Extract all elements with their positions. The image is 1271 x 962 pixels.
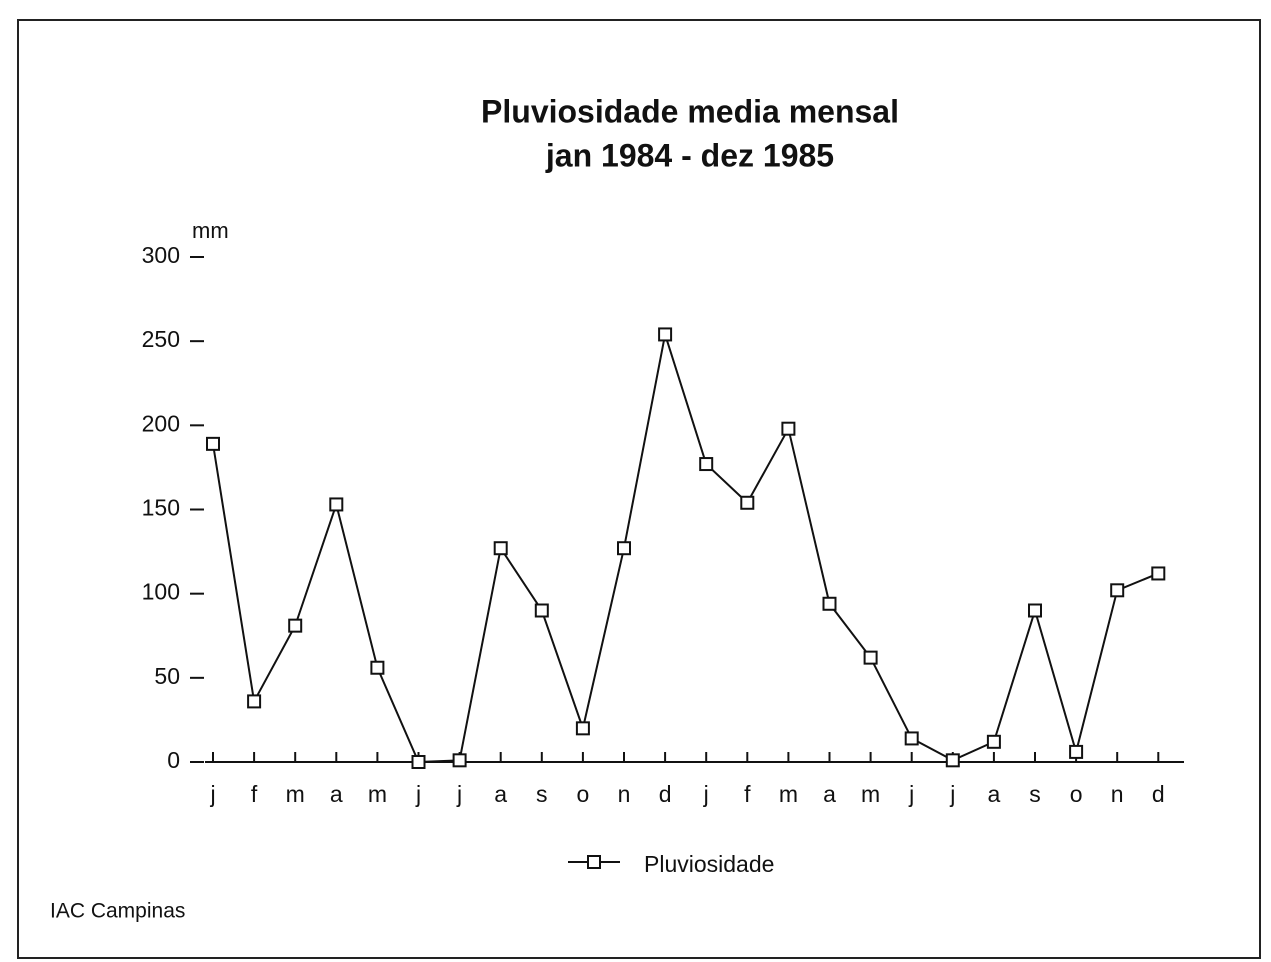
point bbox=[247, 694, 262, 709]
point bbox=[575, 721, 590, 736]
point bbox=[206, 436, 220, 451]
point bbox=[1028, 603, 1042, 618]
frame bbox=[17, 19, 1261, 959]
x-tick-label: a bbox=[330, 781, 343, 807]
point bbox=[822, 596, 837, 611]
point bbox=[534, 603, 549, 618]
line bbox=[212, 334, 1159, 764]
x-tick-label: m bbox=[779, 781, 798, 807]
point bbox=[370, 660, 385, 675]
x-tick-label: s bbox=[536, 781, 548, 807]
y-tick-label: 200 bbox=[142, 410, 180, 436]
x-tick-label: o bbox=[577, 781, 590, 807]
point bbox=[740, 495, 755, 510]
x-tick-label: f bbox=[251, 781, 258, 807]
x-tick-label: j bbox=[415, 781, 421, 807]
x-tick-label: j bbox=[949, 781, 955, 807]
legend-marker bbox=[587, 855, 601, 869]
y-tick-label: 250 bbox=[142, 326, 180, 352]
point bbox=[288, 618, 303, 633]
x-tick-label: a bbox=[988, 781, 1001, 807]
x-tick-label: m bbox=[861, 781, 880, 807]
x-tick-label: m bbox=[368, 781, 387, 807]
x-tick-label: d bbox=[1152, 781, 1165, 807]
y-tick-label: 150 bbox=[142, 495, 180, 521]
point bbox=[411, 755, 426, 769]
point bbox=[329, 497, 344, 512]
x-tick-label: d bbox=[659, 781, 672, 807]
point bbox=[945, 753, 960, 768]
x-tick-label: a bbox=[823, 781, 836, 807]
x-tick-label: f bbox=[744, 781, 751, 807]
x-tick-label: o bbox=[1070, 781, 1083, 807]
point bbox=[658, 327, 673, 342]
annotation: IAC Campinas bbox=[50, 900, 185, 923]
point bbox=[781, 421, 796, 436]
point bbox=[493, 541, 508, 556]
point bbox=[699, 457, 714, 472]
x-tick-label: j bbox=[908, 781, 914, 807]
point bbox=[863, 650, 878, 665]
y-tick-label: 300 bbox=[142, 242, 180, 268]
point bbox=[1110, 583, 1125, 598]
y-axis-label: mm bbox=[192, 218, 229, 243]
x-tick-label: j bbox=[456, 781, 462, 807]
x-tick-label: n bbox=[618, 781, 631, 807]
point bbox=[904, 731, 919, 746]
y-tick-label: 100 bbox=[142, 579, 180, 605]
chart-title: Pluviosidade media mensal bbox=[481, 93, 899, 129]
point bbox=[452, 753, 467, 768]
x-tick-label: m bbox=[286, 781, 305, 807]
point bbox=[1151, 566, 1166, 581]
y-tick-label: 50 bbox=[154, 663, 180, 689]
x-tick-label: s bbox=[1029, 781, 1041, 807]
x-tick-label: j bbox=[209, 781, 215, 807]
legend-label: Pluviosidade bbox=[644, 851, 774, 877]
point bbox=[1069, 744, 1084, 759]
chart-subtitle: jan 1984 - dez 1985 bbox=[545, 137, 834, 173]
x-tick-label: j bbox=[703, 781, 709, 807]
x-tick-label: a bbox=[494, 781, 507, 807]
x-tick-label: n bbox=[1111, 781, 1124, 807]
point bbox=[986, 734, 1001, 749]
y-tick-label: 0 bbox=[167, 747, 180, 773]
point bbox=[617, 541, 631, 556]
